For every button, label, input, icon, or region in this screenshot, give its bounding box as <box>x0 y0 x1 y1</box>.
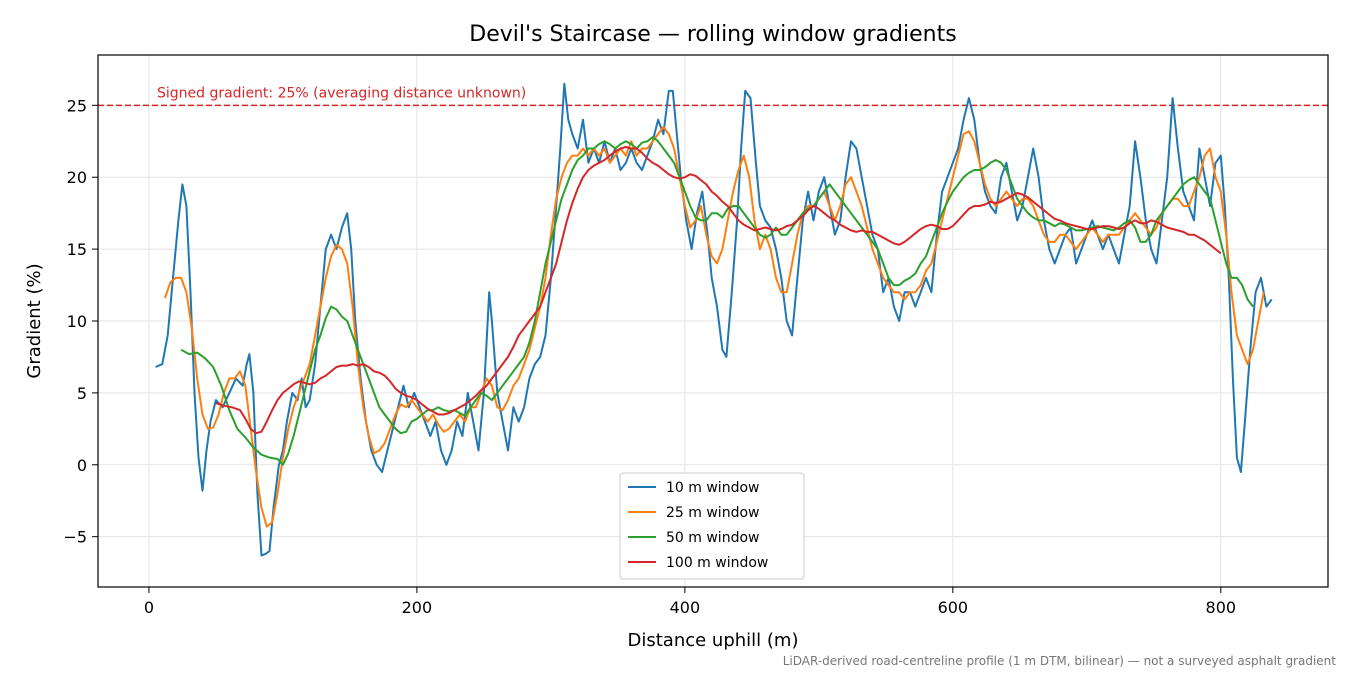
y-tick-label: 10 <box>67 312 87 331</box>
reference-line-label: Signed gradient: 25% (averaging distance… <box>157 85 526 101</box>
legend: 10 m window 25 m window 50 m window 100 m w… <box>620 473 804 579</box>
y-tick-label: 0 <box>77 456 87 475</box>
x-tick-label: 600 <box>938 598 969 617</box>
legend-label: 50 m window <box>666 530 759 546</box>
y-tick-label: 15 <box>67 240 87 259</box>
x-tick-label: 200 <box>402 598 433 617</box>
y-tick-label: −5 <box>63 528 87 547</box>
y-tick-label: 25 <box>67 96 87 115</box>
x-axis-label: Distance uphill (m) <box>628 630 799 651</box>
x-tick-label: 800 <box>1206 598 1237 617</box>
x-tick-label: 0 <box>144 598 154 617</box>
footnote: LiDAR-derived road-centreline profile (1… <box>783 654 1337 668</box>
chart-title: Devil's Staircase — rolling window gradi… <box>469 22 956 47</box>
legend-label: 25 m window <box>666 505 759 521</box>
legend-label: 100 m window <box>666 555 768 571</box>
y-axis-label: Gradient (%) <box>24 263 45 378</box>
y-tick-label: 5 <box>77 384 87 403</box>
legend-label: 10 m window <box>666 480 759 496</box>
x-tick-label: 400 <box>670 598 701 617</box>
y-tick-label: 20 <box>67 168 87 187</box>
